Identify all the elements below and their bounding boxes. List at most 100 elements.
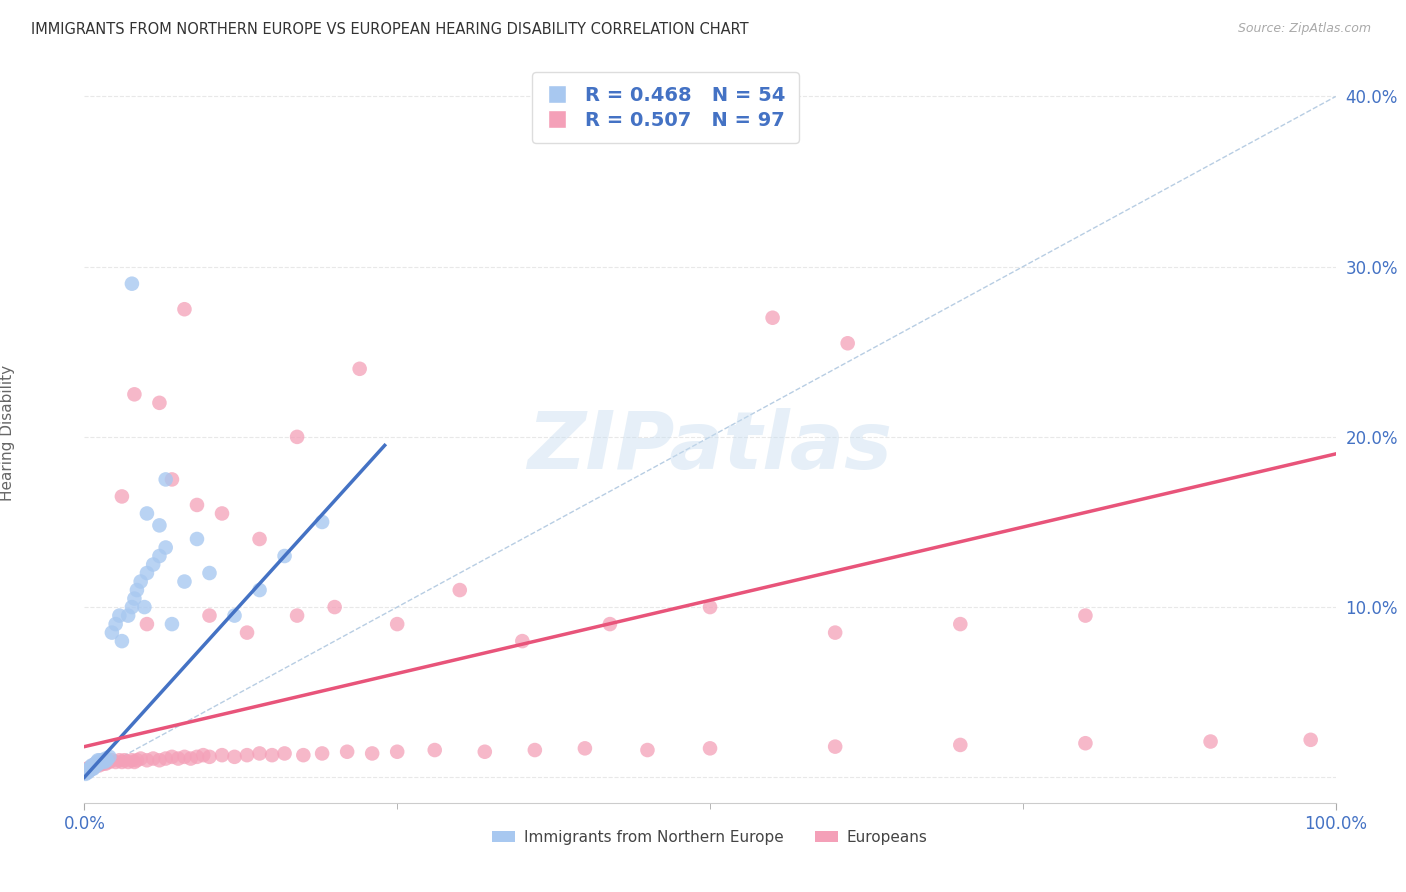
Point: [77, 764, 100, 778]
Point: [323, 600, 346, 615]
Point: [124, 755, 146, 769]
Point: [173, 574, 195, 589]
Point: [111, 634, 134, 648]
Point: [117, 755, 139, 769]
Text: Source: ZipAtlas.com: Source: ZipAtlas.com: [1237, 22, 1371, 36]
Point: [79, 764, 101, 778]
Point: [84, 756, 107, 771]
Point: [148, 753, 170, 767]
Point: [111, 490, 134, 504]
Point: [211, 748, 233, 763]
Point: [108, 753, 131, 767]
Point: [136, 507, 159, 521]
Point: [104, 755, 127, 769]
Point: [474, 745, 496, 759]
Point: [76, 762, 98, 776]
Point: [125, 753, 148, 767]
Point: [142, 751, 165, 765]
Text: IMMIGRANTS FROM NORTHERN EUROPE VS EUROPEAN HEARING DISABILITY CORRELATION CHART: IMMIGRANTS FROM NORTHERN EUROPE VS EUROP…: [31, 22, 748, 37]
Point: [96, 755, 118, 769]
Point: [824, 625, 846, 640]
Point: [224, 608, 246, 623]
Point: [83, 760, 105, 774]
Point: [1074, 736, 1097, 750]
Point: [82, 762, 104, 776]
Point: [75, 764, 97, 778]
Point: [83, 758, 105, 772]
Point: [198, 749, 221, 764]
Point: [90, 756, 112, 771]
Point: [762, 310, 785, 325]
Point: [93, 755, 115, 769]
Point: [98, 755, 121, 769]
Point: [273, 747, 295, 761]
Point: [180, 751, 202, 765]
Point: [104, 617, 127, 632]
Point: [94, 751, 117, 765]
Point: [129, 751, 152, 765]
Point: [76, 765, 98, 780]
Point: [1199, 734, 1222, 748]
Point: [86, 755, 108, 769]
Point: [249, 532, 271, 546]
Point: [91, 756, 114, 771]
Point: [125, 582, 148, 597]
Point: [111, 755, 134, 769]
Point: [86, 756, 108, 771]
Point: [142, 558, 165, 572]
Point: [83, 758, 105, 772]
Point: [80, 762, 103, 776]
Point: [160, 472, 183, 486]
Point: [160, 617, 183, 632]
Point: [80, 758, 103, 772]
Point: [198, 566, 221, 580]
Point: [77, 762, 100, 776]
Point: [87, 753, 110, 767]
Point: [98, 749, 121, 764]
Point: [117, 608, 139, 623]
Point: [80, 760, 103, 774]
Point: [112, 753, 135, 767]
Point: [148, 396, 170, 410]
Point: [79, 764, 101, 778]
Point: [82, 760, 104, 774]
Point: [134, 600, 156, 615]
Point: [211, 507, 233, 521]
Point: [173, 749, 195, 764]
Point: [311, 515, 333, 529]
Point: [236, 625, 259, 640]
Point: [423, 743, 446, 757]
Point: [292, 748, 315, 763]
Point: [186, 532, 208, 546]
Point: [124, 591, 146, 606]
Point: [86, 758, 108, 772]
Point: [385, 617, 409, 632]
Point: [824, 739, 846, 754]
Point: [86, 758, 108, 772]
Point: [79, 762, 101, 776]
Point: [148, 518, 170, 533]
Point: [285, 608, 308, 623]
Point: [87, 756, 110, 771]
Point: [87, 756, 110, 771]
Point: [1299, 732, 1322, 747]
Point: [84, 758, 107, 772]
Point: [273, 549, 295, 563]
Point: [160, 749, 183, 764]
Point: [699, 600, 721, 615]
Point: [79, 762, 101, 776]
Point: [75, 767, 97, 781]
Point: [523, 743, 546, 757]
Point: [96, 753, 118, 767]
Point: [155, 472, 177, 486]
Point: [311, 747, 333, 761]
Y-axis label: Hearing Disability: Hearing Disability: [0, 365, 15, 500]
Point: [101, 753, 124, 767]
Point: [77, 764, 100, 778]
Point: [129, 574, 152, 589]
Legend: Immigrants from Northern Europe, Europeans: Immigrants from Northern Europe, Europea…: [486, 823, 934, 851]
Point: [79, 762, 101, 776]
Point: [136, 753, 159, 767]
Point: [121, 277, 143, 291]
Point: [84, 756, 107, 771]
